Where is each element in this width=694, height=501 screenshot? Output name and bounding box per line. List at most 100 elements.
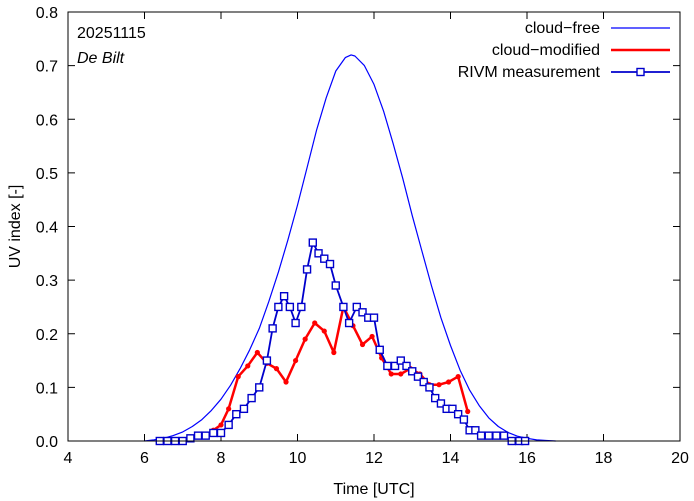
data-point-rivm [448, 404, 457, 414]
data-point-rivm [274, 302, 283, 312]
data-point-rivm [383, 361, 392, 371]
data-point-rivm [425, 383, 434, 392]
data-point-cloud-modified [218, 422, 224, 428]
data-point-rivm [285, 302, 295, 312]
legend-label-rivm-measurement: RIVM measurement [458, 64, 601, 81]
data-point-rivm [279, 292, 289, 301]
data-point-rivm [201, 431, 210, 440]
x-tick-label: 16 [518, 450, 536, 467]
data-point-rivm [224, 420, 233, 430]
data-point-rivm [268, 324, 277, 333]
data-point-rivm [308, 238, 317, 247]
tick-labels: 4 6 8 10 12 14 16 18 20 0.0 0.1 0.2 0.3 0.4 0.5 0.6 0.7 0… [36, 5, 689, 467]
y-tick-label: 0.5 [36, 166, 58, 183]
data-point-rivm [255, 383, 264, 392]
data-point-cloud-modified [369, 333, 375, 340]
data-point-cloud-modified [359, 341, 366, 348]
series-line-0 [144, 54, 556, 442]
data-point-rivm [402, 361, 411, 371]
data-point-rivm [369, 313, 379, 322]
data-point-cloud-modified [465, 408, 471, 415]
data-point-rivm [413, 372, 423, 381]
data-point-rivm [459, 415, 469, 424]
plot-frame [67, 11, 681, 442]
data-point-cloud-modified [292, 357, 299, 364]
data-point-cloud-modified [273, 366, 280, 372]
data-point-cloud-modified [331, 349, 337, 356]
data-point-cloud-modified [321, 328, 327, 334]
data-point-cloud-modified [302, 336, 308, 342]
series-layer [144, 54, 556, 446]
data-point-rivm [302, 265, 312, 274]
y-tick-label: 0.2 [36, 327, 58, 344]
data-point-rivm [471, 426, 480, 435]
data-point-cloud-modified [398, 371, 404, 377]
data-point-cloud-modified [436, 382, 442, 388]
data-point-rivm [358, 308, 367, 317]
y-tick-label: 0.1 [36, 380, 58, 397]
y-tick-label: 0.0 [36, 434, 58, 451]
data-point-rivm [390, 361, 400, 371]
x-axis-label: Time [UTC] [333, 481, 414, 498]
data-point-cloud-modified [312, 320, 318, 326]
data-point-rivm [476, 431, 486, 440]
y-tick-label: 0.4 [36, 220, 58, 237]
y-axis-label: UV index [-] [7, 185, 24, 269]
x-tick-label: 10 [289, 450, 307, 467]
data-point-rivm [239, 404, 249, 414]
data-point-rivm [193, 431, 203, 440]
data-point-rivm [262, 356, 272, 365]
data-point-rivm [291, 318, 300, 328]
data-point-cloud-modified [226, 406, 232, 412]
data-point-rivm [232, 409, 241, 419]
data-point-rivm [436, 399, 446, 408]
x-tick-label: 8 [217, 450, 226, 467]
data-point-rivm [352, 302, 361, 312]
x-tick-label: 12 [365, 450, 383, 467]
data-point-rivm [375, 345, 384, 355]
data-point-rivm [492, 431, 501, 440]
data-point-rivm [396, 356, 405, 365]
data-point-rivm [314, 249, 323, 258]
data-point-rivm [408, 367, 417, 376]
data-point-rivm [484, 431, 493, 440]
data-point-cloud-modified [283, 379, 289, 385]
data-point-rivm [209, 428, 218, 438]
data-point-cloud-modified [388, 371, 394, 377]
data-point-rivm [339, 302, 348, 312]
data-point-cloud-modified [254, 349, 260, 356]
data-point-rivm [499, 431, 509, 440]
data-point-rivm [453, 409, 463, 419]
legend-marker-rivm-measurement [636, 67, 645, 77]
legend-label-cloud-free: cloud−free [525, 20, 600, 37]
data-point-rivm [247, 393, 256, 403]
data-point-rivm [320, 254, 329, 263]
data-point-rivm [344, 318, 354, 328]
data-point-rivm [216, 428, 226, 438]
y-tick-label: 0.8 [36, 5, 58, 22]
data-point-cloud-modified [235, 374, 241, 380]
y-tick-label: 0.7 [36, 59, 58, 76]
data-point-cloud-modified [245, 363, 251, 369]
date-annotation: 20251115 [77, 25, 146, 42]
y-tick-label: 0.6 [36, 112, 58, 129]
x-tick-label: 18 [595, 450, 613, 467]
station-annotation: De Bilt [77, 50, 125, 67]
data-point-rivm [419, 377, 428, 387]
x-tick-label: 6 [140, 450, 149, 467]
data-point-rivm [431, 393, 440, 403]
data-point-rivm [331, 281, 340, 290]
data-point-cloud-modified [445, 379, 452, 385]
data-point-cloud-modified [455, 374, 461, 380]
x-tick-label: 14 [442, 450, 460, 467]
x-tick-label: 4 [64, 450, 73, 467]
x-tick-label: 20 [671, 450, 689, 467]
y-tick-label: 0.3 [36, 273, 58, 290]
legend-label-cloud-modified: cloud−modified [492, 42, 600, 59]
legend: cloud−free cloud−modified RIVM measureme… [458, 20, 670, 81]
data-point-rivm [297, 302, 306, 312]
data-point-rivm [325, 259, 335, 269]
